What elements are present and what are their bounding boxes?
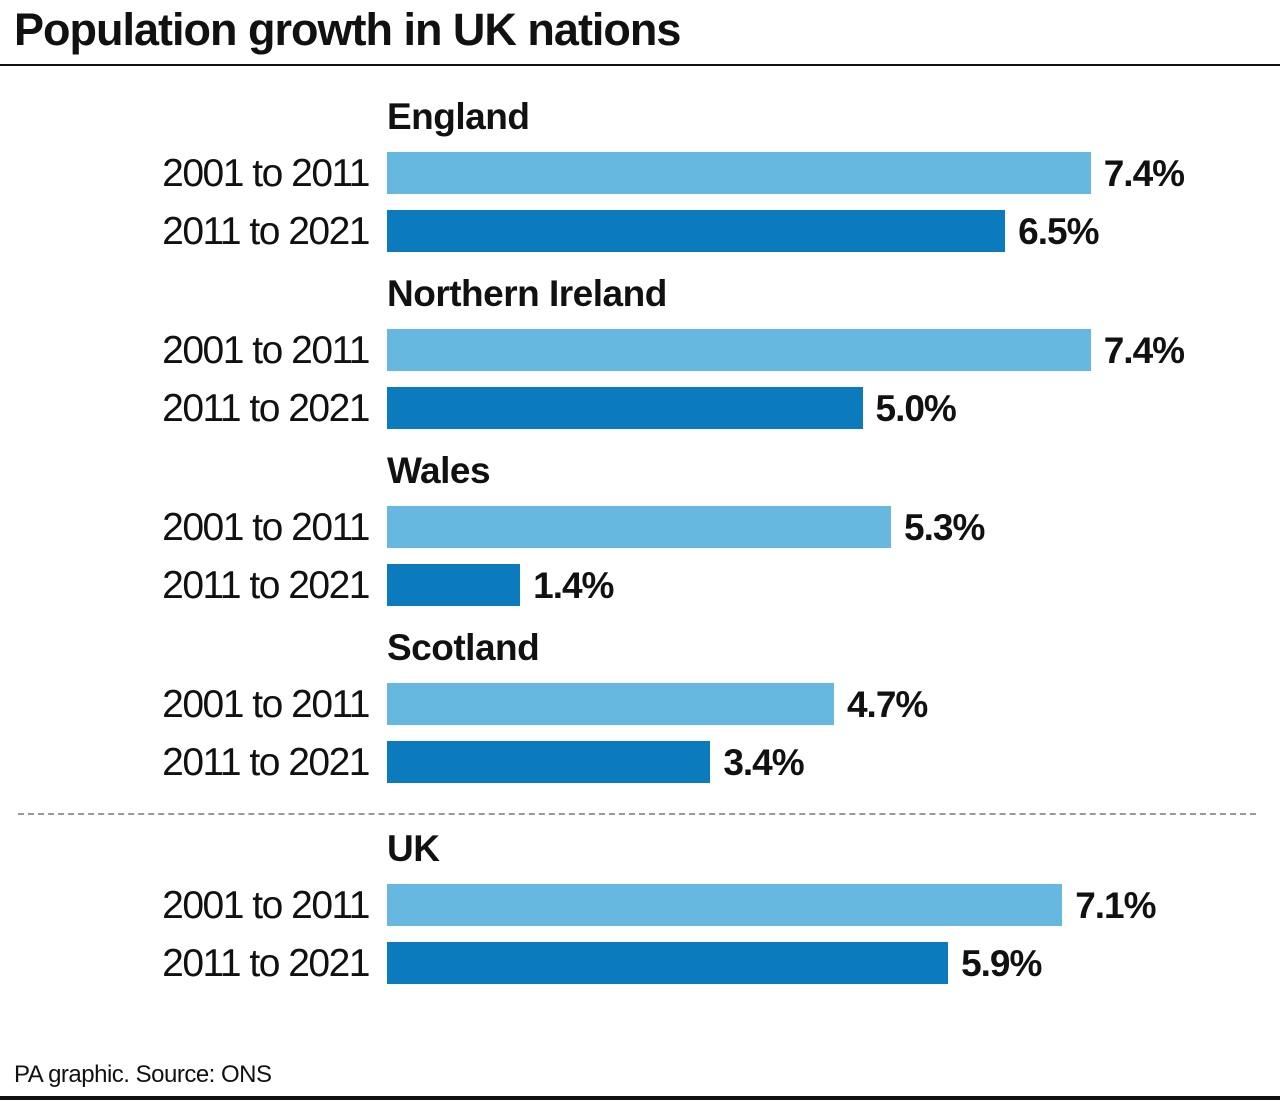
source-note: PA graphic. Source: ONS xyxy=(14,1061,272,1088)
bar xyxy=(387,387,863,429)
period-label: 2001 to 2011 xyxy=(162,329,370,372)
period-label: 2011 to 2021 xyxy=(162,387,370,430)
bar xyxy=(387,506,892,548)
period-label: 2001 to 2011 xyxy=(162,152,370,195)
period-label: 2001 to 2011 xyxy=(162,884,370,927)
period-label: 2011 to 2021 xyxy=(162,741,370,784)
bar xyxy=(387,152,1091,194)
group-label: Scotland xyxy=(387,627,540,668)
bar xyxy=(387,741,711,783)
bottom-rule xyxy=(0,1096,1280,1100)
bar xyxy=(387,210,1006,252)
bar xyxy=(387,942,949,984)
period-label: 2011 to 2021 xyxy=(162,564,370,607)
value-label: 7.4% xyxy=(1103,153,1185,194)
bar xyxy=(387,884,1063,926)
value-label: 7.4% xyxy=(1103,330,1185,371)
period-label: 2001 to 2011 xyxy=(162,506,370,549)
value-label: 4.7% xyxy=(846,684,928,725)
group-label: Wales xyxy=(387,450,491,491)
period-label: 2011 to 2021 xyxy=(162,210,370,253)
bar xyxy=(387,683,834,725)
value-label: 5.3% xyxy=(904,507,985,548)
value-label: 5.9% xyxy=(961,943,1042,984)
period-label: 2001 to 2011 xyxy=(162,683,370,726)
value-label: 1.4% xyxy=(533,565,614,606)
value-label: 3.4% xyxy=(723,742,804,783)
title-rule xyxy=(0,64,1280,66)
value-label: 5.0% xyxy=(875,388,957,429)
group-label: England xyxy=(387,96,530,137)
bar xyxy=(387,329,1091,371)
period-label: 2011 to 2021 xyxy=(162,942,370,985)
bar xyxy=(387,564,521,606)
chart-title: Population growth in UK nations xyxy=(14,4,681,55)
value-label: 7.1% xyxy=(1075,885,1156,926)
group-label: Northern Ireland xyxy=(387,273,667,314)
uk-separator xyxy=(18,813,1256,815)
group-label: UK xyxy=(387,828,440,869)
value-label: 6.5% xyxy=(1018,211,1099,252)
